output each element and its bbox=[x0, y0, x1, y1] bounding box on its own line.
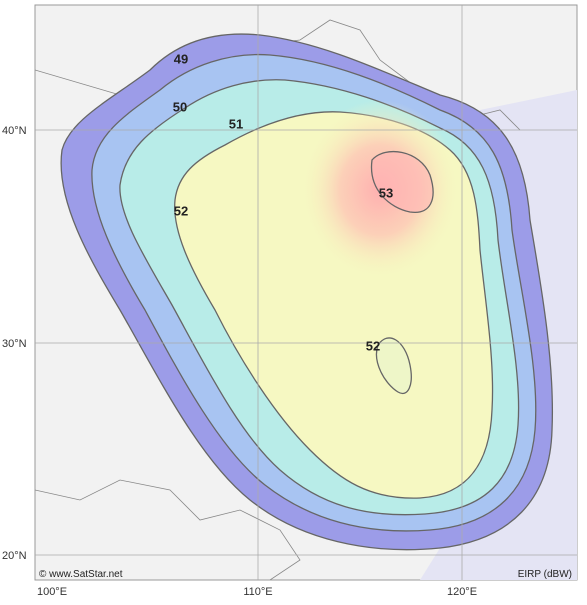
contour-label: 52 bbox=[366, 338, 380, 353]
latitude-label: 20°N bbox=[2, 550, 27, 562]
graticule bbox=[35, 5, 577, 580]
credit: © www.SatStar.net bbox=[39, 569, 123, 580]
contour-label: 49 bbox=[174, 51, 188, 66]
contour-label: 53 bbox=[379, 185, 393, 200]
legend: EIRP (dBW) bbox=[518, 569, 572, 580]
latitude-label: 30°N bbox=[2, 338, 27, 350]
contour-52-inner bbox=[375, 337, 412, 395]
contour-label: 51 bbox=[229, 116, 243, 131]
border bbox=[35, 479, 301, 580]
contour-label: 50 bbox=[173, 99, 187, 114]
latitude-label: 40°N bbox=[2, 125, 27, 137]
longitude-label: 100°E bbox=[37, 586, 67, 598]
contour-label: 52 bbox=[174, 203, 188, 218]
map-body bbox=[35, 5, 577, 580]
longitude-label: 120°E bbox=[447, 586, 477, 598]
longitude-label: 110°E bbox=[243, 586, 272, 598]
contour-53 bbox=[370, 150, 434, 213]
